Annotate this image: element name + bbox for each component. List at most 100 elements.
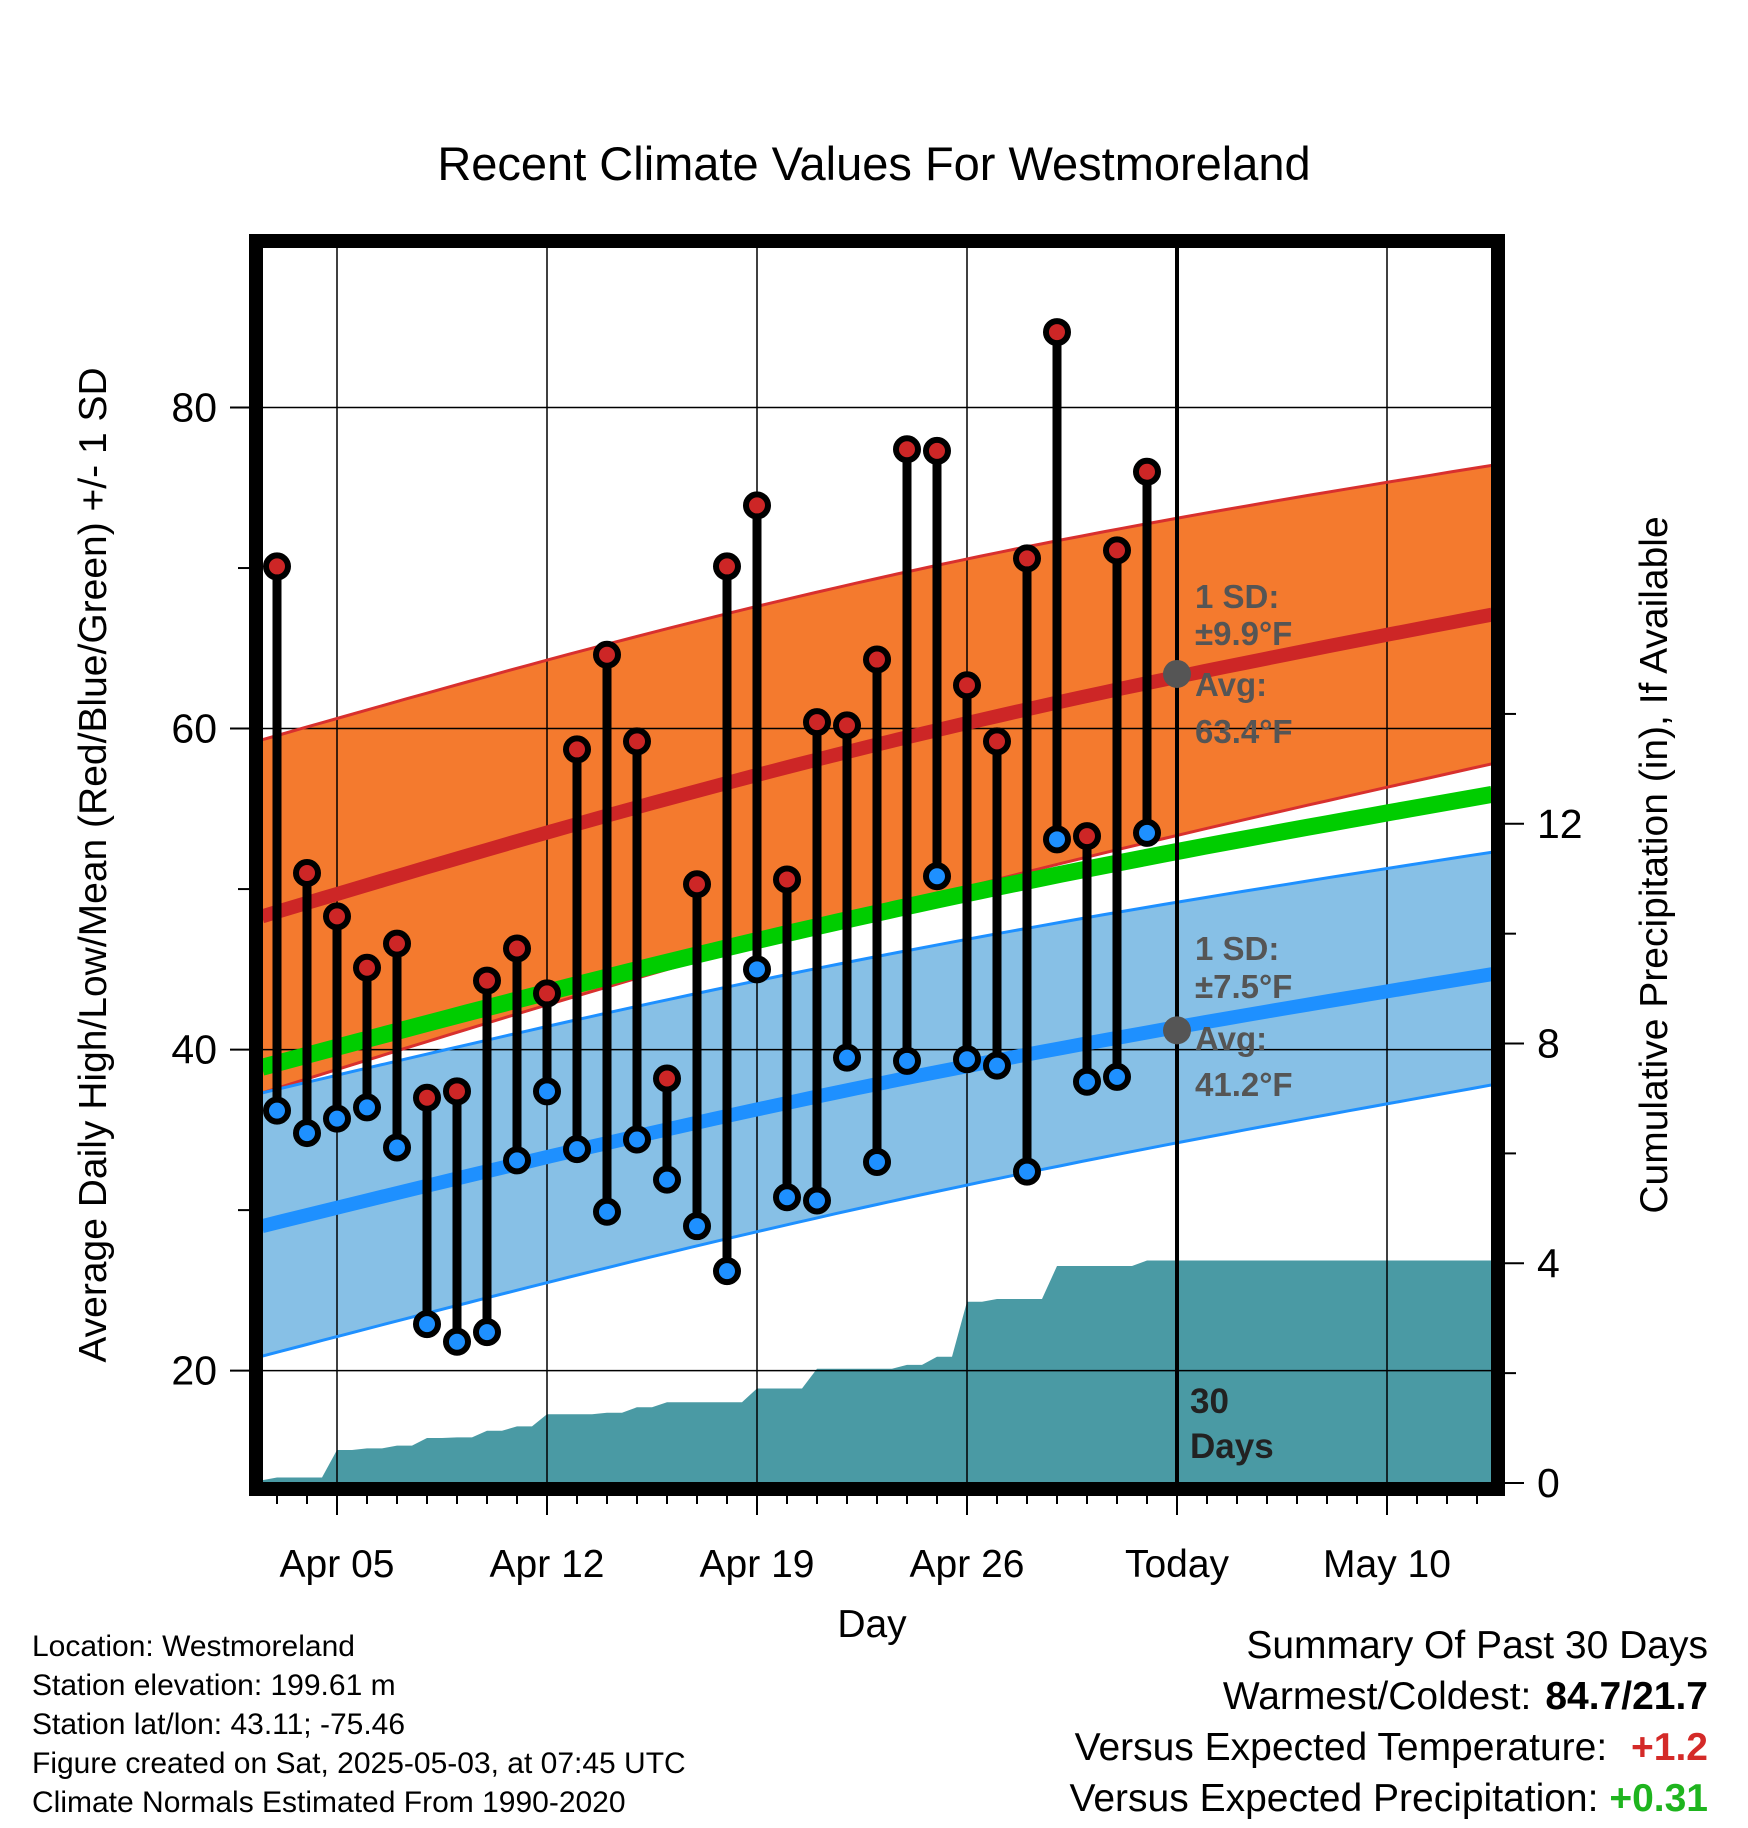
station-info: Location: Westmoreland Station elevation… xyxy=(32,1627,686,1822)
daily-low-point xyxy=(533,1077,561,1106)
y2-tick-label-12: 12 xyxy=(1537,801,1583,847)
daily-high-point xyxy=(893,435,921,464)
daily-low-point xyxy=(653,1165,681,1194)
low-avg-marker xyxy=(1163,1016,1191,1045)
plot-frame xyxy=(249,234,1505,1496)
daily-high-point xyxy=(323,902,351,931)
warm-cold-row: Warmest/Coldest: 84.7/21.7 xyxy=(1070,1671,1708,1722)
daily-high-point xyxy=(773,865,801,894)
y-tick-label-80: 80 xyxy=(171,385,217,431)
high-avg-marker xyxy=(1163,659,1191,688)
x-tick-label-2: Apr 05 xyxy=(280,1543,395,1586)
daily-low-point xyxy=(353,1093,381,1122)
normals-text: Climate Normals Estimated From 1990-2020 xyxy=(32,1786,626,1819)
y2-tick-label-0: 0 xyxy=(1537,1460,1560,1506)
y2-tick-label-4: 4 xyxy=(1537,1240,1560,1286)
daily-low-point xyxy=(953,1045,981,1074)
y-tick-label-60: 60 xyxy=(171,706,217,752)
daily-low-point xyxy=(863,1147,891,1176)
precip-label: Versus Expected Precipitation: xyxy=(1069,1777,1599,1820)
x-tick-label-30: Today xyxy=(1125,1543,1230,1586)
daily-low-point xyxy=(773,1183,801,1212)
low-sd-lower-line xyxy=(262,1083,1492,1358)
today-days-number: 30 xyxy=(1190,1382,1229,1421)
daily-low-point xyxy=(383,1133,411,1162)
summary-heading: Summary Of Past 30 Days xyxy=(1246,1624,1708,1667)
daily-high-point xyxy=(983,727,1011,756)
high-sd-value: ±9.9°F xyxy=(1195,615,1292,652)
y-tick-label-20: 20 xyxy=(171,1348,217,1394)
low-sd-value: ±7.5°F xyxy=(1195,968,1292,1005)
daily-low-point xyxy=(803,1186,831,1215)
temp-value: +1.2 xyxy=(1631,1726,1708,1769)
low-avg-label: Avg: xyxy=(1195,1020,1267,1057)
daily-high-point xyxy=(923,436,951,465)
x-tick-label-16: Apr 19 xyxy=(700,1543,815,1586)
daily-low-point xyxy=(263,1096,291,1125)
daily-low-point xyxy=(1133,818,1161,847)
high-sd-label: 1 SD: xyxy=(1195,578,1279,615)
elevation-text: Station elevation: 199.61 m xyxy=(32,1669,396,1702)
daily-high-point xyxy=(833,711,861,740)
daily-high-point xyxy=(863,645,891,674)
high-avg-value: 63.4°F xyxy=(1195,713,1293,750)
low-sd-label: 1 SD: xyxy=(1195,930,1279,967)
location-text: Location: Westmoreland xyxy=(32,1630,355,1663)
daily-low-point xyxy=(683,1212,711,1241)
temp-row: Versus Expected Temperature: +1.2 xyxy=(1070,1722,1708,1773)
daily-low-point xyxy=(293,1119,321,1148)
daily-high-point xyxy=(623,727,651,756)
x-tick-label-23: Apr 26 xyxy=(910,1543,1025,1586)
daily-high-point xyxy=(1073,822,1101,851)
daily-high-point xyxy=(1043,318,1071,347)
daily-high-point xyxy=(563,735,591,764)
precip-value: +0.31 xyxy=(1609,1777,1708,1820)
daily-high-point xyxy=(503,934,531,963)
daily-low-point xyxy=(983,1051,1011,1080)
temp-label: Versus Expected Temperature: xyxy=(1074,1726,1608,1769)
daily-high-point xyxy=(743,491,771,520)
plot-area xyxy=(262,247,1492,1483)
daily-high-point xyxy=(263,552,291,581)
daily-high-point xyxy=(413,1083,441,1112)
daily-low-point xyxy=(413,1310,441,1339)
daily-low-point xyxy=(713,1257,741,1286)
today-days-word: Days xyxy=(1190,1427,1274,1466)
daily-high-point xyxy=(473,966,501,995)
daily-high-point xyxy=(1103,536,1131,565)
high-avg-label: Avg: xyxy=(1195,666,1267,703)
daily-low-point xyxy=(563,1135,591,1164)
daily-low-point xyxy=(473,1318,501,1347)
daily-high-point xyxy=(1013,544,1041,573)
precip-row: Versus Expected Precipitation: +0.31 xyxy=(1070,1773,1709,1824)
daily-low-point xyxy=(1013,1157,1041,1186)
daily-low-point xyxy=(1103,1062,1131,1091)
daily-low-point xyxy=(323,1104,351,1133)
daily-low-point xyxy=(443,1327,471,1356)
daily-low-point xyxy=(833,1043,861,1072)
daily-high-point xyxy=(1133,457,1161,486)
daily-high-point xyxy=(653,1064,681,1093)
created-text: Figure created on Sat, 2025-05-03, at 07… xyxy=(32,1747,686,1780)
daily-high-point xyxy=(443,1077,471,1106)
daily-low-point xyxy=(1073,1067,1101,1096)
x-tick-label-37: May 10 xyxy=(1323,1543,1451,1586)
warm-cold-value: 84.7/21.7 xyxy=(1545,1675,1708,1718)
daily-high-point xyxy=(683,870,711,899)
x-axis-label: Day xyxy=(837,1603,907,1646)
daily-high-point xyxy=(953,671,981,700)
x-tick-label-9: Apr 12 xyxy=(490,1543,605,1586)
daily-high-point xyxy=(383,929,411,958)
chart-title: Recent Climate Values For Westmoreland xyxy=(437,137,1310,190)
daily-high-point xyxy=(293,859,321,888)
warm-cold-label: Warmest/Coldest: xyxy=(1222,1675,1532,1718)
daily-high-point xyxy=(803,708,831,737)
daily-low-point xyxy=(923,862,951,891)
daily-low-point xyxy=(893,1046,921,1075)
y2-tick-label-8: 8 xyxy=(1537,1021,1560,1067)
daily-low-point xyxy=(623,1125,651,1154)
high-sd-upper-line xyxy=(262,463,1492,742)
daily-high-point xyxy=(533,979,561,1008)
daily-high-point xyxy=(353,953,381,982)
